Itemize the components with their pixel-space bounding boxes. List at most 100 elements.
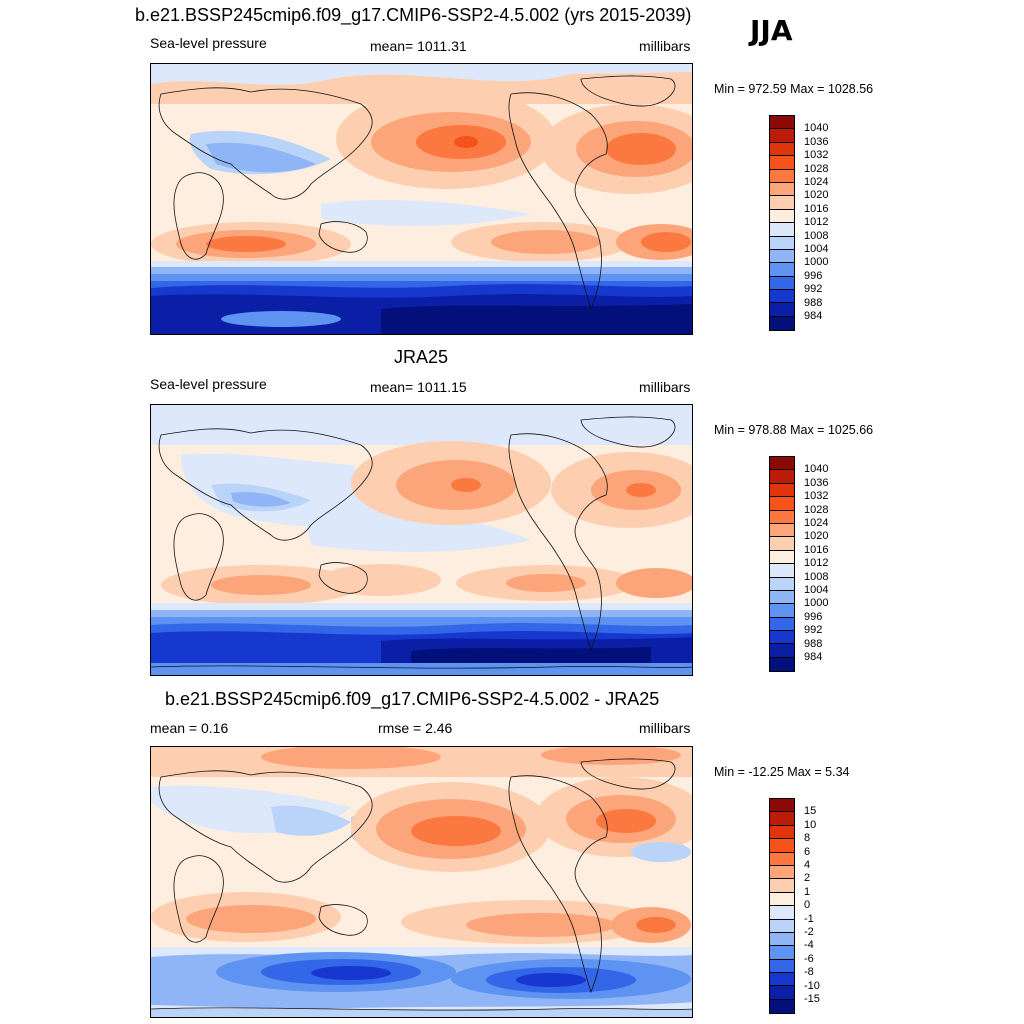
panel-3-colorbar-tick-label: 6 xyxy=(804,845,811,858)
panel-3-colorbar-tick-label: -8 xyxy=(804,966,814,979)
panel-3-colorbar-tick-label: -1 xyxy=(804,912,814,925)
panel-2-colorbar: 1040 1036 1032 1028 1024 1020 1016 1012 1008 1004… xyxy=(769,456,828,673)
panel-3-colorbar-tick-label: -10 xyxy=(804,979,820,992)
panel-2-colorbar-tick-label: 1016 xyxy=(804,543,829,556)
panel-2-colorbar-swatch xyxy=(770,550,794,565)
panel-3-colorbar-tick-label: -4 xyxy=(804,939,814,952)
panel-3-colorbar-tick-label: -2 xyxy=(804,926,814,938)
panel-1-colorbar-swatch xyxy=(770,223,794,237)
panel-3-colorbar-tick-label: -15 xyxy=(804,993,820,1005)
panel-2-colorbar-tick-label: 1012 xyxy=(804,557,829,570)
panel-2-colorbar-swatch xyxy=(770,590,794,605)
panel-3-colorbar-swatch xyxy=(770,959,794,974)
panel-3-colorbar-swatch xyxy=(770,919,794,933)
panel-1-colorbar-swatch xyxy=(770,129,794,143)
panel-2-colorbar-swatch xyxy=(770,577,794,591)
panel-1-mean-label: mean= 1011.31 xyxy=(370,38,467,54)
panel-2-colorbar-tick-label: 996 xyxy=(804,610,823,623)
panel-2-colorbar-swatch xyxy=(770,497,794,511)
panel-1-colorbar-swatch xyxy=(770,236,794,250)
panel-2-colorbar-swatches xyxy=(769,456,795,673)
panel-1-colorbar-tick-label: 992 xyxy=(804,283,823,296)
panel-1-colorbar: 1040 1036 1032 1028 1024 1020 1016 1012 1008 1004… xyxy=(769,115,828,332)
panel-1-colorbar-tick-label: 1036 xyxy=(804,135,829,148)
panel-2-colorbar-swatch xyxy=(770,617,794,632)
panel-1-colorbar-swatch xyxy=(770,196,794,210)
panel-3-colorbar-swatch xyxy=(770,932,794,947)
panel-2-colorbar-tick-label: 1040 xyxy=(804,463,829,476)
panel-2-map xyxy=(150,404,693,676)
panel-3-rmse-label: rmse = 2.46 xyxy=(378,720,453,736)
panel-1-colorbar-tick-label: 1040 xyxy=(804,122,829,135)
panel-3-colorbar-tick-label: 4 xyxy=(804,859,811,871)
panel-3-colorbar-swatch xyxy=(770,999,794,1014)
panel-2-units-label: millibars xyxy=(639,379,691,395)
panel-3-colorbar-swatch xyxy=(770,973,794,987)
panel-3-colorbar-swatches xyxy=(769,798,795,1015)
panel-1-colorbar-swatch xyxy=(770,116,794,130)
panel-1-colorbar-swatch xyxy=(770,290,794,304)
panel-3-colorbar-swatch xyxy=(770,812,794,826)
panel-1-colorbar-swatch xyxy=(770,182,794,197)
panel-2-colorbar-swatch xyxy=(770,631,794,645)
panel-3-colorbar-swatch xyxy=(770,892,794,907)
panel-1-colorbar-tick-label: 1016 xyxy=(804,202,829,215)
panel-3-colorbar-tick-label: 8 xyxy=(804,832,811,845)
panel-2-variable-label: Sea-level pressure xyxy=(150,376,267,392)
panel-2-colorbar-swatch xyxy=(770,483,794,498)
panel-1-colorbar-swatch xyxy=(770,276,794,291)
panel-3-colorbar-swatch xyxy=(770,879,794,893)
panel-3-colorbar-swatch xyxy=(770,825,794,840)
panel-2-map-canvas xyxy=(151,405,692,675)
panel-1-colorbar-swatch xyxy=(770,142,794,157)
panel-2-colorbar-swatch xyxy=(770,604,794,618)
panel-3-colorbar-swatch xyxy=(770,839,794,853)
panel-2-colorbar-tick-label: 1004 xyxy=(804,584,829,596)
panel-1-minmax-label: Min = 972.59 Max = 1028.56 xyxy=(714,82,874,96)
panel-2-colorbar-tick-label: 1036 xyxy=(804,476,829,489)
panel-1-colorbar-tick-label: 1012 xyxy=(804,216,829,229)
panel-1-colorbar-swatch xyxy=(770,169,794,183)
panel-2-colorbar-tick-label: 1024 xyxy=(804,517,829,529)
panel-1-colorbar-swatch xyxy=(770,156,794,170)
panel-3-colorbar-tick-label: 0 xyxy=(804,899,811,912)
panel-2-colorbar-swatch xyxy=(770,510,794,524)
panel-3-map xyxy=(150,746,693,1018)
panel-2-colorbar-swatch xyxy=(770,457,794,471)
panel-1-colorbar-swatches xyxy=(769,115,795,332)
panel-1-colorbar-tick-label: 996 xyxy=(804,269,823,282)
panel-1-map-canvas xyxy=(151,64,692,334)
panel-2-colorbar-tick-label: 1020 xyxy=(804,530,829,543)
panel-2-colorbar-swatch xyxy=(770,523,794,538)
panel-3-colorbar: 15 10 8 6 4 2 1 0 -1 -2 -4 -6 -8 -10 -15 xyxy=(769,798,820,1015)
panel-1-variable-label: Sea-level pressure xyxy=(150,35,267,51)
panel-3-units-label: millibars xyxy=(639,720,691,736)
panel-1-colorbar-swatch xyxy=(770,209,794,224)
panel-3-title: b.e21.BSSP245cmip6.f09_g17.CMIP6-SSP2-4.… xyxy=(165,689,660,709)
panel-2-title: JRA25 xyxy=(394,347,449,367)
panel-1-map xyxy=(150,63,693,335)
panel-1-colorbar-tick-label: 1028 xyxy=(804,162,829,175)
panel-2-colorbar-tick-label: 992 xyxy=(804,624,823,637)
panel-3-colorbar-tick-label: 10 xyxy=(804,818,817,831)
panel-2-mean-label: mean= 1011.15 xyxy=(370,379,467,395)
panel-2-minmax-label: Min = 978.88 Max = 1025.66 xyxy=(714,423,874,437)
panel-1-colorbar-swatch xyxy=(770,303,794,317)
panel-2-colorbar-swatch xyxy=(770,644,794,658)
panel-1-colorbar-tick-label: 1004 xyxy=(804,243,829,255)
panel-1-title: b.e21.BSSP245cmip6.f09_g17.CMIP6-SSP2-4.… xyxy=(135,5,692,25)
panel-1-colorbar-swatch xyxy=(770,249,794,264)
panel-2-colorbar-tick-label: 984 xyxy=(804,651,823,663)
panel-1-colorbar-swatch xyxy=(770,316,794,331)
panel-2-colorbar-swatch xyxy=(770,537,794,551)
panel-3-colorbar-tick-label: 2 xyxy=(804,872,811,885)
panel-2-colorbar-tick-label: 1028 xyxy=(804,503,829,516)
panel-2-colorbar-swatch xyxy=(770,657,794,672)
panel-1-colorbar-swatch xyxy=(770,263,794,277)
panel-3-colorbar-tick-label: -6 xyxy=(804,952,814,965)
panel-3-colorbar-swatch xyxy=(770,799,794,813)
panel-1-units-label: millibars xyxy=(639,38,691,54)
panel-3-colorbar-swatch xyxy=(770,986,794,1000)
panel-2-colorbar-swatch xyxy=(770,564,794,578)
panel-2-colorbar-tick-label: 1032 xyxy=(804,490,829,503)
